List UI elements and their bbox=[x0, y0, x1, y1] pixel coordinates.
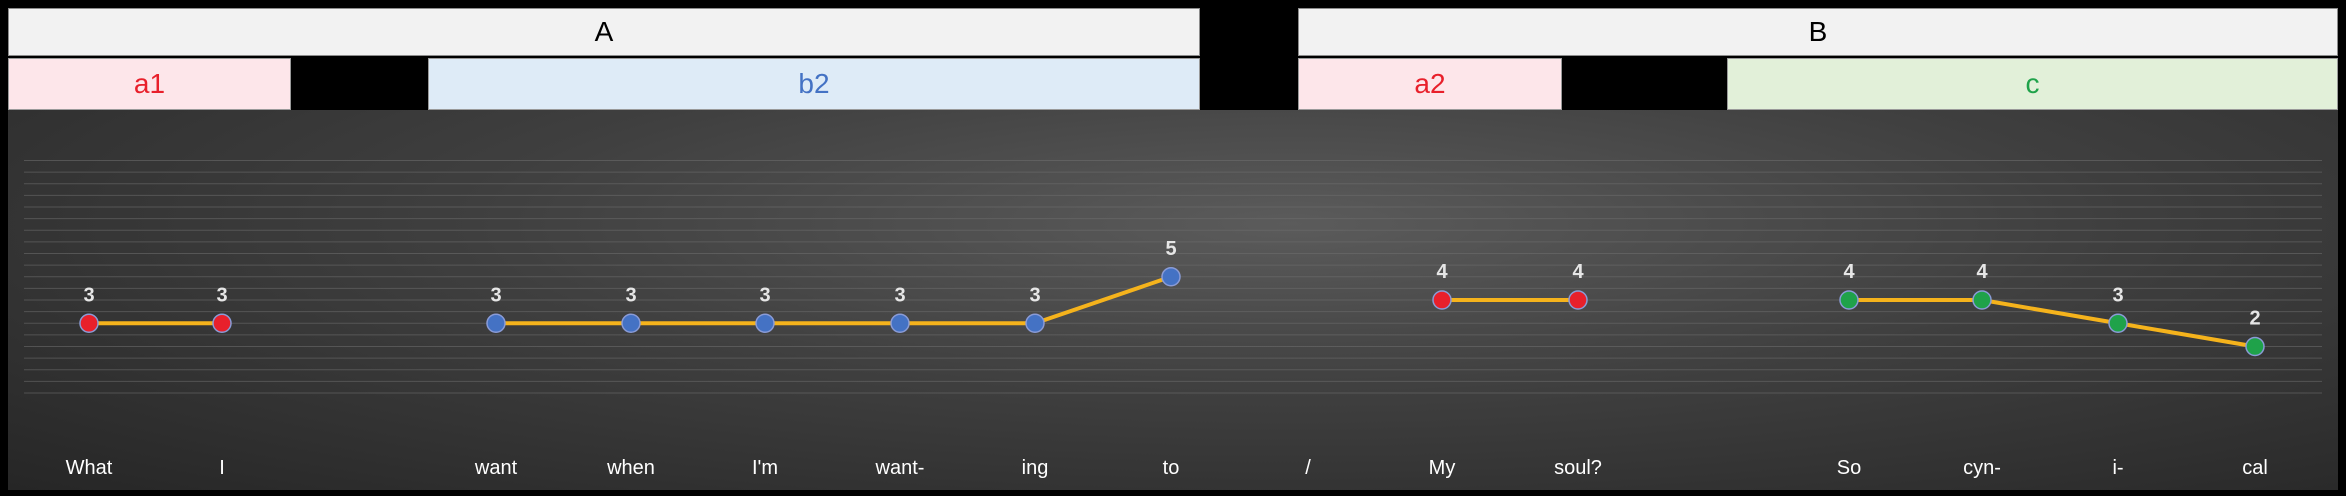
x-tick-label: to bbox=[1163, 457, 1180, 479]
data-label: 3 bbox=[83, 284, 94, 306]
data-point bbox=[212, 313, 232, 333]
x-tick-label: ing bbox=[1022, 457, 1049, 479]
x-tick-label: soul? bbox=[1554, 457, 1602, 479]
x-tick-label: cal bbox=[2242, 457, 2268, 479]
data-label: 4 bbox=[1436, 261, 1448, 283]
data-point bbox=[486, 313, 506, 333]
data-label: 4 bbox=[1843, 261, 1855, 283]
x-tick-label: i- bbox=[2112, 457, 2123, 479]
data-label: 3 bbox=[1029, 284, 1040, 306]
data-label: 5 bbox=[1165, 238, 1176, 260]
x-tick-label: cyn- bbox=[1963, 457, 2001, 479]
x-tick-label: I'm bbox=[752, 457, 778, 479]
data-point bbox=[2108, 313, 2128, 333]
data-point bbox=[1839, 290, 1859, 310]
series-line-c bbox=[1849, 298, 2256, 349]
data-point bbox=[755, 313, 775, 333]
x-tick-label: when bbox=[606, 457, 655, 479]
data-point bbox=[79, 313, 99, 333]
series-line-b2 bbox=[496, 274, 1172, 326]
data-label: 3 bbox=[759, 284, 770, 306]
data-point bbox=[1161, 267, 1181, 287]
subsection-header-c: c bbox=[1727, 58, 2338, 110]
data-label: 3 bbox=[490, 284, 501, 306]
data-label: 4 bbox=[1976, 261, 1988, 283]
x-tick-label: want bbox=[474, 457, 518, 479]
data-point bbox=[621, 313, 641, 333]
x-tick-label: So bbox=[1837, 457, 1861, 479]
x-tick-label: What bbox=[66, 457, 113, 479]
data-point bbox=[1025, 313, 1045, 333]
data-point bbox=[1972, 290, 1992, 310]
x-tick-label: / bbox=[1305, 457, 1311, 479]
x-tick-label: want- bbox=[875, 457, 925, 479]
data-label: 3 bbox=[216, 284, 227, 306]
data-label: 3 bbox=[625, 284, 636, 306]
data-label: 3 bbox=[894, 284, 905, 306]
data-label: 3 bbox=[2112, 284, 2123, 306]
x-tick-label: I bbox=[219, 457, 225, 479]
data-point bbox=[1432, 290, 1452, 310]
data-point bbox=[1568, 290, 1588, 310]
x-tick-label: My bbox=[1429, 457, 1456, 479]
subsection-header-a1: a1 bbox=[8, 58, 291, 110]
data-point bbox=[890, 313, 910, 333]
subsection-header-b2: b2 bbox=[428, 58, 1200, 110]
section-header-a: A bbox=[8, 8, 1200, 56]
data-label: 2 bbox=[2249, 308, 2260, 330]
subsection-header-a2: a2 bbox=[1298, 58, 1562, 110]
data-label: 4 bbox=[1572, 261, 1584, 283]
section-header-b: B bbox=[1298, 8, 2338, 56]
data-point bbox=[2245, 336, 2265, 357]
